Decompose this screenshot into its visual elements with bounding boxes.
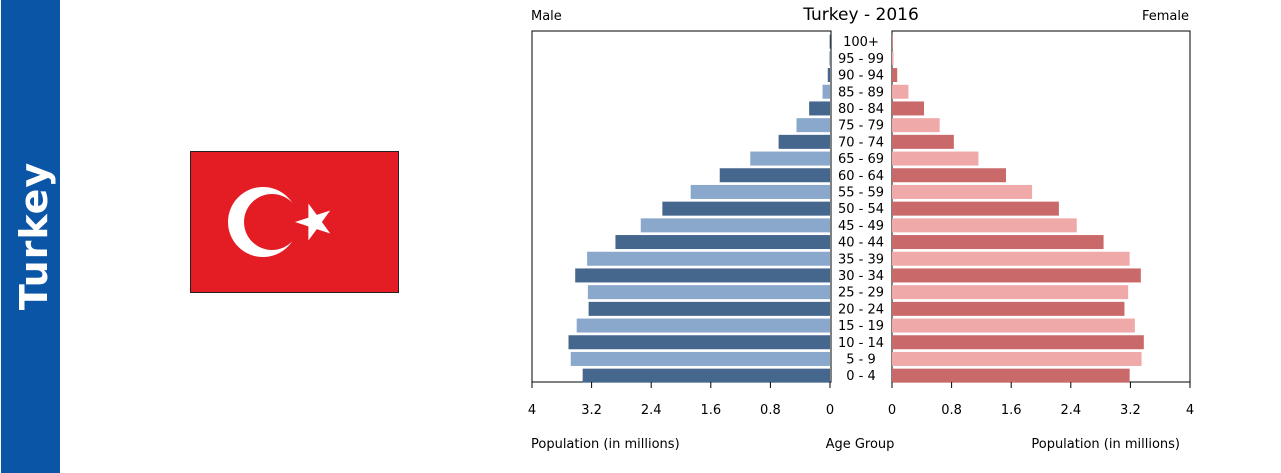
- bar-female-75-79: [892, 118, 940, 133]
- bar-female-65-69: [892, 151, 979, 166]
- x-axis-label-male: Population (in millions): [531, 437, 680, 452]
- bar-female-0-4: [892, 368, 1130, 383]
- x-tick-label-male: 4: [528, 403, 536, 418]
- bar-female-10-14: [892, 335, 1144, 350]
- bar-male-30-34: [575, 268, 830, 283]
- bar-male-45-49: [640, 218, 830, 233]
- age-group-label: 50 - 54: [838, 202, 884, 217]
- bar-male-80-84: [809, 101, 830, 116]
- bar-male-90-94: [827, 68, 830, 83]
- age-group-label: 0 - 4: [846, 369, 876, 384]
- bar-female-100-: [892, 34, 893, 49]
- x-axis-label-age: Age Group: [826, 437, 895, 452]
- bar-female-30-34: [892, 268, 1141, 283]
- age-group-label: 35 - 39: [838, 252, 884, 267]
- age-group-label: 30 - 34: [838, 269, 884, 284]
- male-label: Male: [531, 9, 562, 24]
- bar-female-5-9: [892, 351, 1142, 366]
- bar-male-75-79: [796, 118, 830, 133]
- bar-female-50-54: [892, 201, 1059, 216]
- age-group-label: 75 - 79: [838, 119, 884, 134]
- bar-male-95-99: [829, 51, 831, 66]
- bar-female-15-19: [892, 318, 1135, 333]
- age-group-label: 85 - 89: [838, 85, 884, 100]
- star-icon: [295, 203, 331, 241]
- bar-male-20-24: [588, 301, 830, 316]
- bar-male-65-69: [750, 151, 830, 166]
- bar-female-20-24: [892, 301, 1125, 316]
- bar-male-35-39: [587, 251, 830, 266]
- age-group-label: 10 - 14: [838, 336, 884, 351]
- bar-male-15-19: [576, 318, 830, 333]
- x-tick-label-female: 4: [1186, 403, 1194, 418]
- age-group-label: 80 - 84: [838, 102, 884, 117]
- bar-male-85-89: [822, 84, 830, 99]
- x-tick-label-male: 3.2: [581, 403, 602, 418]
- bar-male-100-: [829, 34, 831, 49]
- turkey-flag-icon: [190, 151, 399, 293]
- bar-male-40-44: [615, 235, 830, 250]
- x-tick-label-male: 0.8: [760, 403, 781, 418]
- age-group-label: 45 - 49: [838, 219, 884, 234]
- female-label: Female: [1142, 9, 1189, 24]
- bar-male-60-64: [719, 168, 830, 183]
- age-group-label: 55 - 59: [838, 185, 884, 200]
- x-tick-label-female: 2.4: [1060, 403, 1081, 418]
- age-group-label: 65 - 69: [838, 152, 884, 167]
- x-tick-label-female: 1.6: [1001, 403, 1022, 418]
- bar-female-60-64: [892, 168, 1006, 183]
- age-group-label: 25 - 29: [838, 286, 884, 301]
- bar-female-35-39: [892, 251, 1130, 266]
- age-group-label: 100+: [843, 35, 879, 50]
- age-group-label: 60 - 64: [838, 169, 884, 184]
- x-tick-label-male: 2.4: [641, 403, 662, 418]
- age-group-label: 90 - 94: [838, 69, 884, 84]
- country-side-band: Turkey: [1, 0, 60, 473]
- age-group-label: 20 - 24: [838, 302, 884, 317]
- age-group-label: 5 - 9: [846, 352, 876, 367]
- bar-male-55-59: [690, 184, 830, 199]
- chart-title: Turkey - 2016: [802, 5, 919, 25]
- bar-male-10-14: [568, 335, 830, 350]
- age-group-label: 95 - 99: [838, 52, 884, 67]
- x-axis-label-female: Population (in millions): [1031, 437, 1180, 452]
- bar-female-40-44: [892, 235, 1104, 250]
- bar-female-55-59: [892, 184, 1033, 199]
- crescent-inner: [244, 194, 300, 250]
- x-tick-label-female: 0.8: [941, 403, 962, 418]
- bar-male-70-74: [778, 134, 830, 149]
- age-group-label: 70 - 74: [838, 135, 884, 150]
- bar-male-0-4: [582, 368, 830, 383]
- bar-male-25-29: [587, 285, 830, 300]
- bar-male-50-54: [662, 201, 830, 216]
- x-tick-label-female: 0: [888, 403, 896, 418]
- bars-layer: [568, 34, 1144, 383]
- bar-female-90-94: [892, 68, 898, 83]
- bar-female-85-89: [892, 84, 909, 99]
- x-tick-label-male: 0: [826, 403, 834, 418]
- bar-female-80-84: [892, 101, 925, 116]
- bar-female-95-99: [892, 51, 894, 66]
- bar-female-45-49: [892, 218, 1077, 233]
- ticks-layer: 0 0 0.8 0.8 1.6 1.6 2.4 2.4 3.2 3.2 4 4: [528, 382, 1194, 418]
- bar-female-25-29: [892, 285, 1129, 300]
- bar-male-5-9: [570, 351, 830, 366]
- x-tick-label-female: 3.2: [1120, 403, 1141, 418]
- age-group-label: 40 - 44: [838, 236, 884, 251]
- x-tick-label-male: 1.6: [700, 403, 721, 418]
- age-group-label: 15 - 19: [838, 319, 884, 334]
- bar-female-70-74: [892, 134, 954, 149]
